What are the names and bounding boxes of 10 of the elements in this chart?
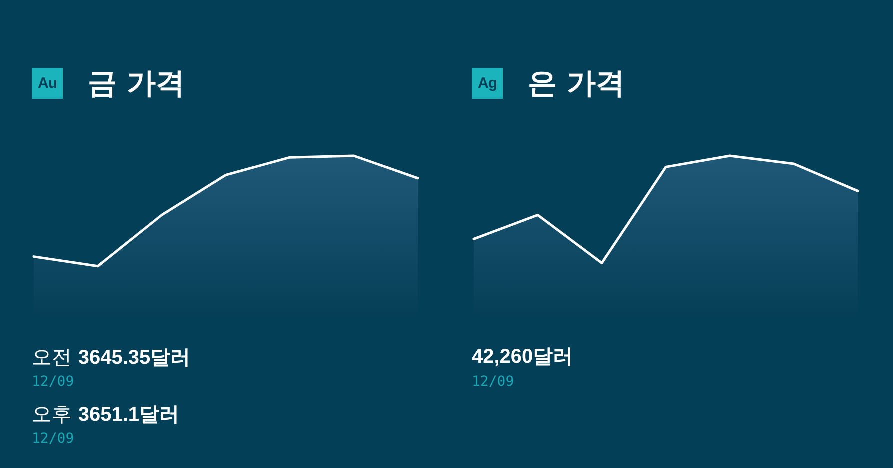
text: 12/09 [32,431,76,449]
chart-title: 금 가격 [88,65,186,102]
text: 12/09 [32,374,76,392]
chart-title: 은 가격 [528,65,626,102]
text: 12/09 [472,374,516,392]
text: 42,260달러 [472,346,574,368]
text: 오후 3651.1달러 [32,402,180,426]
symbol-badge: Ag [472,68,503,99]
text: 오전 3645.35달러 [32,345,191,369]
symbol-badge: Au [32,68,63,99]
